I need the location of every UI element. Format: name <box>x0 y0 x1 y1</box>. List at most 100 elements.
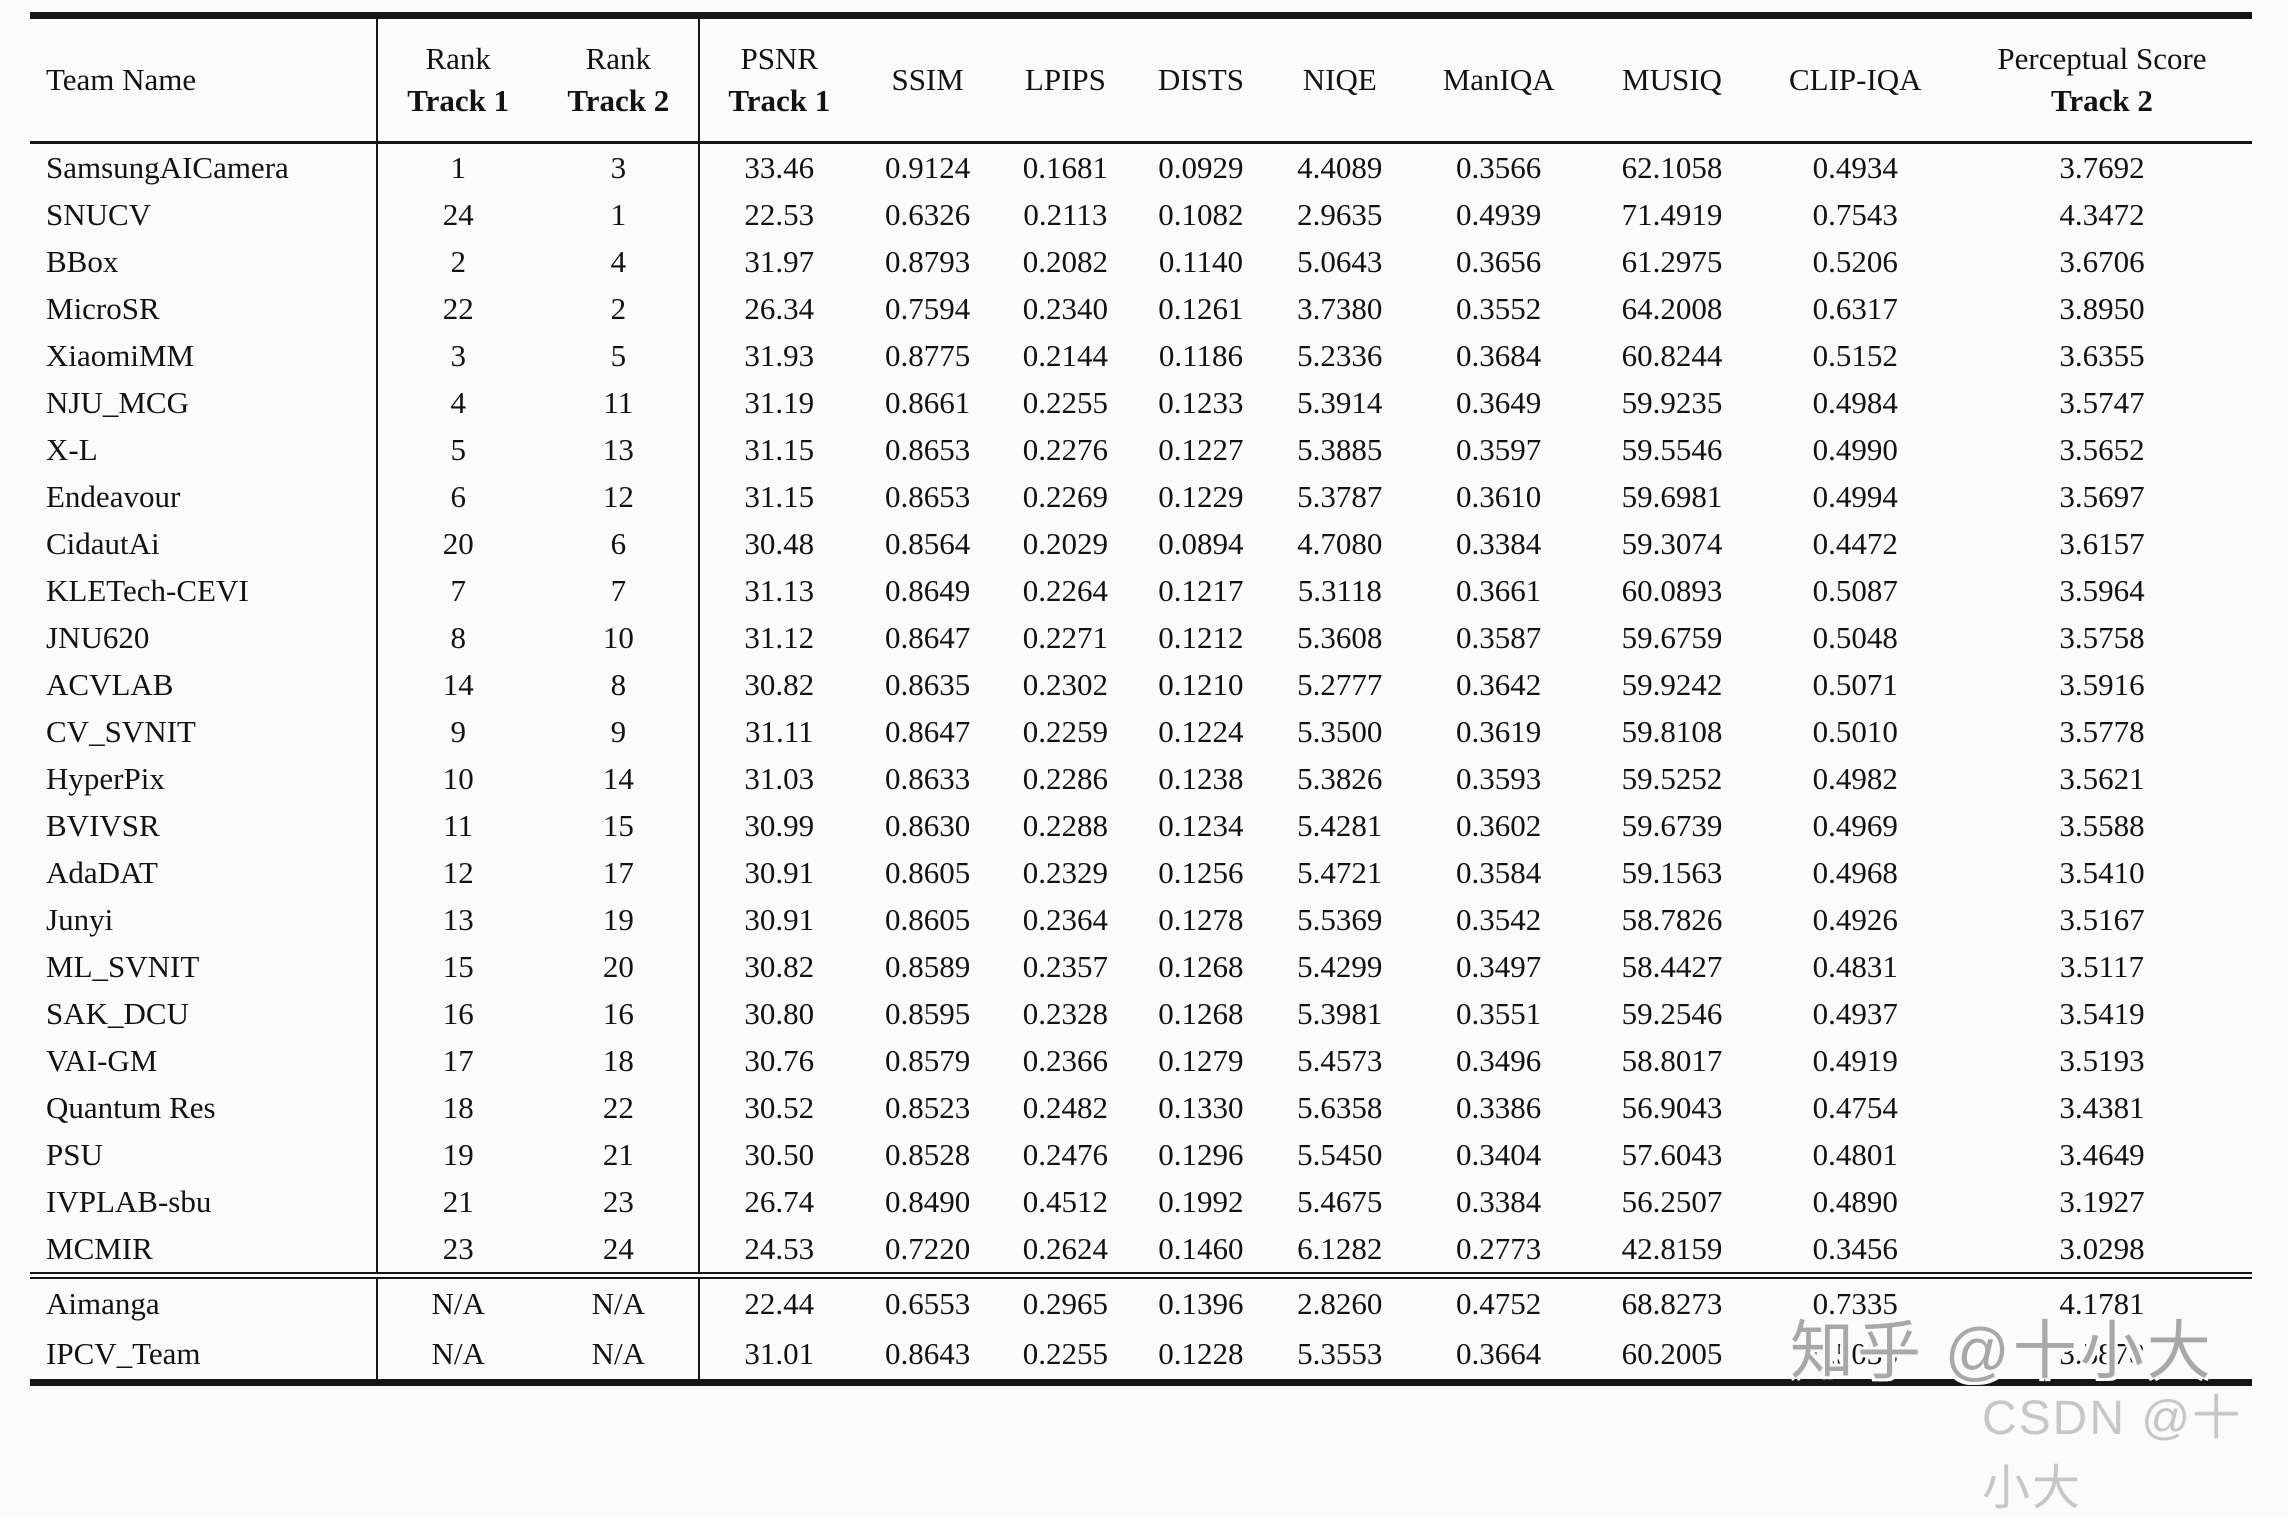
table-row: X-L 5 13 31.15 0.8653 0.2276 0.1227 5.3885 0.359… <box>30 426 2252 473</box>
value-cell: 5.3118 <box>1297 572 1382 608</box>
value-cell: 0.1256 <box>1158 854 1244 890</box>
value-cell: 23 <box>442 1230 474 1266</box>
value-cell: 0.8589 <box>885 948 971 984</box>
value-cell: 0.1992 <box>1158 1183 1244 1219</box>
value-cell: 30.82 <box>744 666 815 702</box>
value-cell: 0.3593 <box>1456 760 1542 796</box>
value-cell: 0.4939 <box>1456 196 1542 232</box>
value-cell: 3.5758 <box>2059 619 2145 655</box>
value-cell: 0.4984 <box>1812 384 1898 420</box>
value-cell: 4.4089 <box>1297 149 1383 185</box>
value-cell: 4 <box>538 238 700 285</box>
value-cell: 0.1224 <box>1158 713 1244 749</box>
value-cell: 0.8595 <box>885 995 971 1031</box>
table-row: SAK_DCU 16 16 30.80 0.8595 0.2328 0.1268 5.3981… <box>30 990 2252 1037</box>
value-cell: 0.1296 <box>1158 1136 1244 1172</box>
team-name-cell: XiaomiMM <box>30 332 378 379</box>
value-cell: 0.4994 <box>1812 478 1898 514</box>
team-name-cell: SamsungAICamera <box>30 142 378 191</box>
team-name-cell: SAK_DCU <box>30 990 378 1037</box>
value-cell: 0.3610 <box>1456 478 1542 514</box>
header-row: Team Name Rank Track 1 Rank Track 2 PSNR… <box>30 15 2252 144</box>
value-cell: 16 <box>442 995 474 1031</box>
value-cell: 0.1238 <box>1158 760 1244 796</box>
value-cell: 0.3619 <box>1456 713 1542 749</box>
value-cell: 4.3472 <box>2059 196 2145 232</box>
value-cell: 0.4801 <box>1812 1136 1898 1172</box>
value-cell: 0.7594 <box>885 290 971 326</box>
team-name-cell: HyperPix <box>30 755 378 802</box>
value-cell: 59.6759 <box>1621 619 1723 655</box>
value-cell: 5.3981 <box>1297 995 1383 1031</box>
header-label: Rank <box>425 41 491 77</box>
value-cell: 0.8633 <box>885 760 971 796</box>
value-cell: 3.5916 <box>2059 666 2145 702</box>
team-name-cell: BBox <box>30 238 378 285</box>
value-cell: 4.7080 <box>1297 525 1383 561</box>
value-cell: 0.3684 <box>1456 337 1542 373</box>
value-cell: 59.6739 <box>1621 807 1723 843</box>
value-cell: 30.80 <box>744 995 815 1031</box>
value-cell: 30.99 <box>744 807 815 843</box>
col-header-team-name: Team Name <box>30 15 378 144</box>
value-cell: 0.2264 <box>1022 572 1109 608</box>
watermark-csdn: CSDN @十小大 <box>1982 1392 2243 1515</box>
value-cell: 0.4969 <box>1812 807 1898 843</box>
table-row: MCMIR 23 24 24.53 0.7220 0.2624 0.1460 6.1282 0.… <box>30 1225 2252 1276</box>
value-cell: 31.13 <box>744 572 815 608</box>
team-name-cell: MCMIR <box>30 1225 378 1276</box>
value-cell: 3.7380 <box>1297 290 1383 326</box>
value-cell: 0.3597 <box>1456 431 1542 467</box>
value-cell: 3.6706 <box>2059 243 2145 279</box>
value-cell: 0.1210 <box>1158 666 1244 702</box>
value-cell: 9 <box>538 708 700 755</box>
value-cell: 3.5697 <box>2059 478 2145 514</box>
value-cell: 6.1282 <box>1297 1230 1383 1266</box>
value-cell: 14 <box>442 666 474 702</box>
value-cell: 26.34 <box>744 290 815 326</box>
header-sublabel: Track 1 <box>728 83 831 118</box>
value-cell: 0.8647 <box>885 619 971 655</box>
value-cell: 21 <box>538 1131 700 1178</box>
value-cell: 22 <box>442 290 474 326</box>
col-header-psnr-track1: PSNR Track 1 <box>698 15 859 144</box>
value-cell: 0.2357 <box>1022 948 1109 984</box>
value-cell: 0.4472 <box>1812 525 1898 561</box>
col-header-musiq: MUSIQ <box>1585 15 1759 144</box>
team-name-cell: X-L <box>30 426 378 473</box>
header-label: Perceptual Score <box>1997 41 2207 77</box>
value-cell: 0.3664 <box>1456 1336 1542 1371</box>
value-cell: 0.4968 <box>1812 854 1898 890</box>
value-cell: 0.4926 <box>1812 901 1898 937</box>
value-cell: 0.3649 <box>1456 384 1542 420</box>
value-cell: 0.1278 <box>1158 901 1244 937</box>
value-cell: 0.0929 <box>1158 149 1244 185</box>
value-cell: N/A <box>376 1272 539 1329</box>
value-cell: 19 <box>442 1136 474 1172</box>
value-cell: 20 <box>538 943 700 990</box>
value-cell: 3.8950 <box>2059 290 2145 326</box>
value-cell: 5.3500 <box>1297 713 1383 749</box>
value-cell: 0.3552 <box>1456 290 1542 326</box>
value-cell: 2.9635 <box>1297 196 1383 232</box>
value-cell: 13 <box>538 426 700 473</box>
value-cell: 15 <box>538 802 700 849</box>
value-cell: 0.1460 <box>1158 1230 1244 1266</box>
value-cell: 0.8490 <box>885 1183 971 1219</box>
table-row: SamsungAICamera 1 3 33.46 0.9124 0.1681 0.0929… <box>30 142 2252 191</box>
value-cell: 61.2975 <box>1621 243 1723 279</box>
value-cell: 5 <box>538 332 700 379</box>
value-cell: 0.1681 <box>1022 149 1109 185</box>
table-body: SamsungAICamera 1 3 33.46 0.9124 0.1681 0.0929… <box>30 142 2252 1276</box>
value-cell: 31.03 <box>744 760 815 796</box>
header-label: NIQE <box>1302 62 1377 98</box>
value-cell: 59.5546 <box>1621 431 1723 467</box>
value-cell: 59.6981 <box>1621 478 1723 514</box>
value-cell: 0.8653 <box>885 431 971 467</box>
team-name-cell: SNUCV <box>30 191 378 238</box>
value-cell: 11 <box>443 807 474 843</box>
header-label: Rank <box>585 41 652 77</box>
value-cell: 58.8017 <box>1621 1042 1723 1078</box>
table-row: ML_SVNIT 15 20 30.82 0.8589 0.2357 0.1268 5.429… <box>30 943 2252 990</box>
col-header-clip-iqa: CLIP-IQA <box>1758 15 1952 144</box>
